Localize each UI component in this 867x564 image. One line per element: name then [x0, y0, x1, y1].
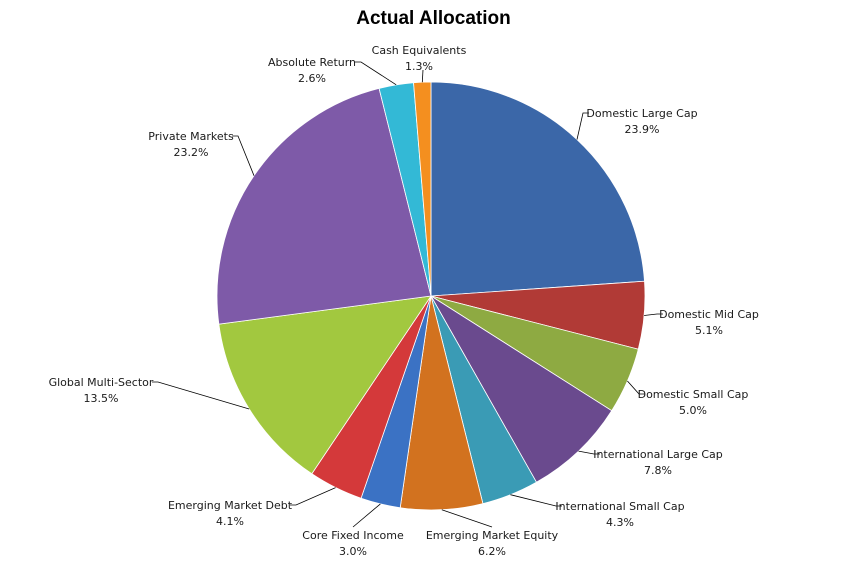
- slice-label-domestic-large-cap: Domestic Large Cap: [586, 107, 697, 120]
- slice-label-cash-equivalents: Cash Equivalents: [372, 44, 467, 57]
- slice-value-international-small-cap: 4.3%: [606, 516, 634, 529]
- leader-line-emerging-market-debt: [290, 487, 336, 506]
- leader-line-core-fixed-income: [352, 503, 381, 528]
- slice-label-global-multi-sector: Global Multi-Sector: [49, 376, 154, 389]
- slice-value-core-fixed-income: 3.0%: [339, 545, 367, 558]
- leader-line-absolute-return: [355, 61, 397, 86]
- pie-slice-private-markets: [216, 87, 432, 325]
- slice-label-absolute-return: Absolute Return: [268, 56, 356, 69]
- slice-label-domestic-small-cap: Domestic Small Cap: [638, 388, 749, 401]
- slice-label-international-small-cap: International Small Cap: [555, 500, 684, 513]
- pie-slice-global-multi-sector: [218, 295, 432, 475]
- slice-value-domestic-small-cap: 5.0%: [679, 404, 707, 417]
- slice-label-international-large-cap: International Large Cap: [593, 448, 723, 461]
- pie-slice-international-large-cap: [430, 295, 613, 483]
- leader-lines: [152, 61, 663, 528]
- slice-label-core-fixed-income: Core Fixed Income: [302, 529, 404, 542]
- slice-value-domestic-large-cap: 23.9%: [625, 123, 660, 136]
- leader-line-domestic-small-cap: [627, 380, 645, 395]
- slice-label-private-markets: Private Markets: [148, 130, 234, 143]
- leader-line-domestic-mid-cap: [644, 313, 663, 316]
- slice-value-private-markets: 23.2%: [174, 146, 209, 159]
- slice-labels: Domestic Large Cap 23.9% Domestic Mid Cap 5…: [49, 44, 759, 558]
- slice-label-emerging-market-equity: Emerging Market Equity: [426, 529, 559, 542]
- slice-value-international-large-cap: 7.8%: [644, 464, 672, 477]
- slice-value-cash-equivalents: 1.3%: [405, 60, 433, 73]
- leader-line-domestic-large-cap: [576, 112, 589, 140]
- leader-line-emerging-market-equity: [441, 509, 493, 528]
- slice-label-emerging-market-debt: Emerging Market Debt: [168, 499, 293, 512]
- slice-value-emerging-market-debt: 4.1%: [216, 515, 244, 528]
- leader-line-private-markets: [232, 135, 255, 176]
- slice-value-global-multi-sector: 13.5%: [84, 392, 119, 405]
- slice-value-domestic-mid-cap: 5.1%: [695, 324, 723, 337]
- slice-value-absolute-return: 2.6%: [298, 72, 326, 85]
- chart-title: Actual Allocation: [356, 8, 511, 29]
- slice-value-emerging-market-equity: 6.2%: [478, 545, 506, 558]
- leader-line-cash-equivalents: [421, 69, 424, 83]
- leader-line-international-large-cap: [578, 450, 600, 455]
- slice-label-domestic-mid-cap: Domestic Mid Cap: [659, 308, 759, 321]
- pie-slices: [216, 81, 646, 511]
- leader-line-global-multi-sector: [152, 381, 250, 410]
- leader-line-international-small-cap: [510, 494, 562, 507]
- pie-slice-domestic-large-cap: [430, 81, 645, 297]
